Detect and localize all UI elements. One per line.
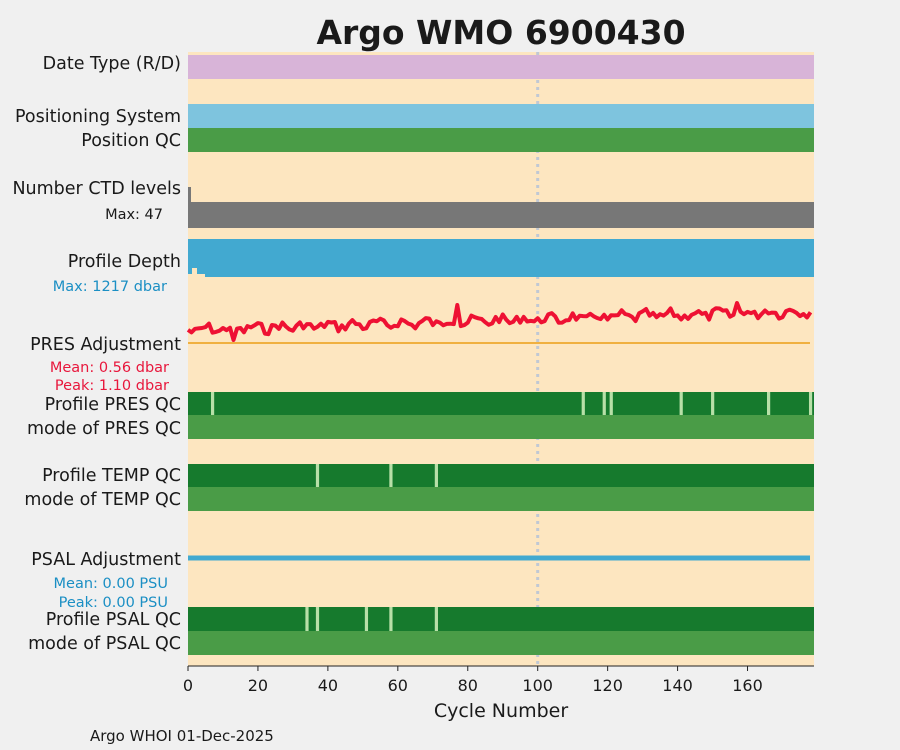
ctd-levels-bar — [188, 187, 814, 228]
qc-flag-mark — [389, 607, 393, 631]
psal-adjustment-peak: Peak: 0.00 PSU — [59, 595, 168, 611]
profile-depth-bars — [188, 239, 814, 277]
mode-temp-qc-label: mode of TEMP QC — [24, 490, 181, 510]
qc-flag-mark — [315, 464, 320, 487]
position-qc-label: Position QC — [81, 131, 181, 151]
chart-title: Argo WMO 6900430 — [316, 13, 685, 52]
ctd-levels-label: Number CTD levels — [12, 179, 181, 199]
qc-flag-mark — [808, 392, 813, 415]
profile-temp-qc-bar — [188, 464, 814, 487]
pres-adjustment-mean: Mean: 0.56 dbar — [50, 360, 169, 376]
profile-psal-qc-label: Profile PSAL QC — [46, 610, 181, 630]
qc-flag-mark — [602, 392, 606, 415]
x-axis-ticks: 0 20 40 60 80 100 120 140 160 — [183, 666, 763, 695]
mode-temp-qc-bar — [188, 487, 814, 511]
x-tick-label: 0 — [183, 676, 193, 695]
mode-psal-qc-bar — [188, 631, 814, 655]
profile-depth-max: Max: 1217 dbar — [53, 279, 167, 295]
psal-adjustment-mean: Mean: 0.00 PSU — [54, 576, 168, 592]
pres-adjustment-peak: Peak: 1.10 dbar — [55, 378, 169, 394]
footer-credit: Argo WHOI 01-Dec-2025 — [90, 727, 274, 745]
qc-flag-mark — [315, 607, 320, 631]
x-tick-label: 120 — [592, 676, 623, 695]
x-tick-label: 60 — [388, 676, 408, 695]
qc-flag-mark — [767, 392, 771, 415]
psal-adjustment-label: PSAL Adjustment — [31, 550, 181, 570]
x-tick-label: 80 — [458, 676, 478, 695]
pres-adjustment-label: PRES Adjustment — [30, 335, 181, 355]
qc-flag-mark — [434, 464, 438, 487]
profile-temp-qc-label: Profile TEMP QC — [42, 466, 181, 486]
mode-pres-qc-label: mode of PRES QC — [27, 419, 181, 439]
position-qc-bar — [188, 128, 814, 152]
date-type-bar — [188, 55, 814, 79]
qc-flag-mark — [711, 392, 715, 415]
mode-psal-qc-label: mode of PSAL QC — [28, 634, 181, 654]
qc-flag-mark — [609, 392, 613, 415]
x-tick-label: 20 — [248, 676, 268, 695]
qc-flag-mark — [305, 607, 309, 631]
qc-flag-mark — [434, 607, 438, 631]
x-axis-label: Cycle Number — [434, 700, 568, 722]
profile-pres-qc-bar — [188, 392, 814, 415]
qc-flag-mark — [679, 392, 683, 415]
pres-adjustment-series — [186, 301, 813, 342]
mode-pres-qc-bar — [188, 415, 814, 439]
profile-psal-qc-bar — [188, 607, 814, 631]
profile-pres-qc-label: Profile PRES QC — [45, 395, 181, 415]
x-tick-label: 100 — [522, 676, 553, 695]
x-tick-label: 160 — [732, 676, 763, 695]
qc-flag-mark — [364, 607, 369, 631]
x-tick-label: 140 — [662, 676, 693, 695]
qc-flag-mark — [581, 392, 585, 415]
positioning-system-label: Positioning System — [15, 107, 181, 127]
plot-panel — [188, 52, 814, 666]
ctd-levels-max: Max: 47 — [105, 207, 163, 223]
positioning-system-bar — [188, 104, 814, 128]
qc-flag-mark — [389, 464, 393, 487]
date-type-label: Date Type (R/D) — [43, 54, 181, 74]
profile-depth-label: Profile Depth — [68, 252, 181, 272]
x-tick-label: 40 — [318, 676, 338, 695]
qc-flag-mark — [210, 392, 215, 415]
